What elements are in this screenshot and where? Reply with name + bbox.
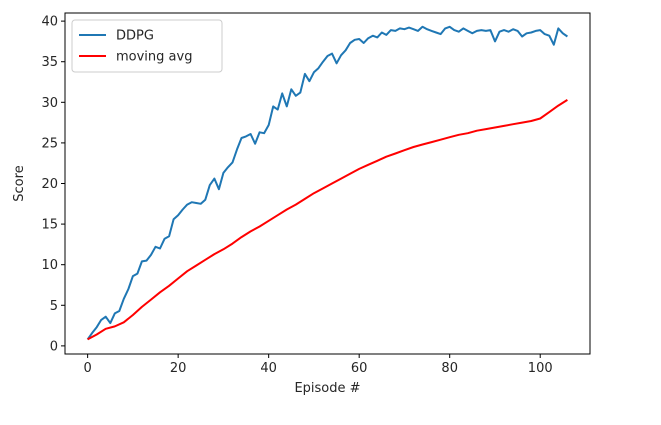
x-tick-label: 0 [83,361,91,376]
x-tick-label: 60 [351,361,368,376]
y-tick-label: 10 [41,258,58,273]
x-tick-label: 40 [260,361,277,376]
legend-box [71,19,223,73]
y-axis: 0 5 10 15 20 25 30 35 40 [41,15,65,354]
y-tick-label: 20 [41,177,58,192]
y-tick-label: 35 [41,55,58,70]
x-axis: 0 20 40 60 80 100 [83,354,553,376]
legend-label-ddpg: DDPG [116,29,154,44]
y-tick-label: 15 [41,218,58,233]
y-tick-label: 40 [41,15,58,30]
legend: DDPG moving avg [71,19,223,73]
y-tick-label: 25 [41,136,58,151]
legend-label-moving-avg: moving avg [116,50,192,65]
x-tick-label: 80 [441,361,458,376]
series-line-moving-avg [87,99,568,341]
y-tick-label: 30 [41,96,58,111]
x-tick-label: 100 [528,361,553,376]
y-axis-label: Score [12,165,27,201]
series-layer [86,25,568,341]
y-tick-label: 5 [50,299,58,314]
y-tick-label: 0 [50,339,58,354]
x-axis-label: Episode # [294,381,360,396]
x-tick-label: 20 [170,361,187,376]
series-line-ddpg [86,25,568,340]
